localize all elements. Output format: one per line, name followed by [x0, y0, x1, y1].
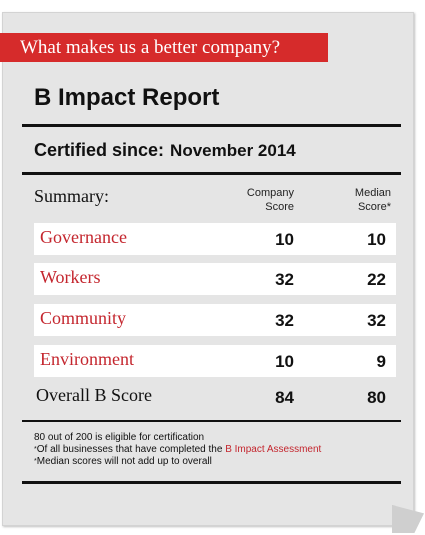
overall-label: Overall B Score — [36, 385, 152, 405]
overall-median-score: 80 — [367, 388, 386, 407]
footnote-median: *Median scores will not add up to overal… — [34, 456, 212, 467]
median-score: 32 — [367, 311, 386, 330]
table-row-workers: Workers 32 22 — [34, 263, 396, 295]
median-score: 9 — [376, 352, 386, 371]
report-title-text: B Impact Report — [34, 84, 220, 111]
row-label[interactable]: Environment — [40, 349, 134, 369]
company-score: 10 — [275, 352, 294, 371]
divider — [22, 172, 401, 175]
certified-label: Certified since: — [34, 140, 165, 160]
certified-date: November 2014 — [170, 141, 296, 160]
overall-company-score: 84 — [275, 388, 294, 407]
row-label[interactable]: Community — [40, 308, 127, 328]
company-score-header: Company Score — [246, 187, 294, 213]
median-score-header: Median Score* — [354, 187, 391, 213]
summary-label: Summary: — [34, 186, 109, 206]
row-label[interactable]: Governance — [40, 227, 127, 247]
median-score: 22 — [367, 270, 386, 289]
divider — [22, 481, 401, 484]
b-impact-assessment-link[interactable]: B Impact Assessment — [225, 444, 322, 455]
row-label[interactable]: Workers — [40, 267, 101, 287]
company-score: 10 — [275, 230, 294, 249]
table-row-governance: Governance 10 10 — [34, 223, 396, 255]
header-banner: What makes us a better company? — [0, 33, 328, 62]
page-curl — [392, 505, 424, 533]
median-score: 10 — [367, 230, 386, 249]
certified-since: Certified since: November 2014 — [34, 140, 296, 161]
table-row-environment: Environment 10 9 — [34, 345, 396, 377]
divider — [22, 420, 401, 422]
table-row-community: Community 32 32 — [34, 304, 396, 336]
footnotes: 80 out of 200 is eligible for certificat… — [34, 432, 321, 468]
footnote-businesses: *Of all businesses that have completed t… — [34, 444, 322, 455]
divider — [22, 124, 401, 127]
company-score: 32 — [275, 270, 294, 289]
table-row-overall: Overall B Score 84 80 — [34, 381, 396, 413]
company-score: 32 — [275, 311, 294, 330]
footnote-eligibility: 80 out of 200 is eligible for certificat… — [34, 432, 205, 443]
